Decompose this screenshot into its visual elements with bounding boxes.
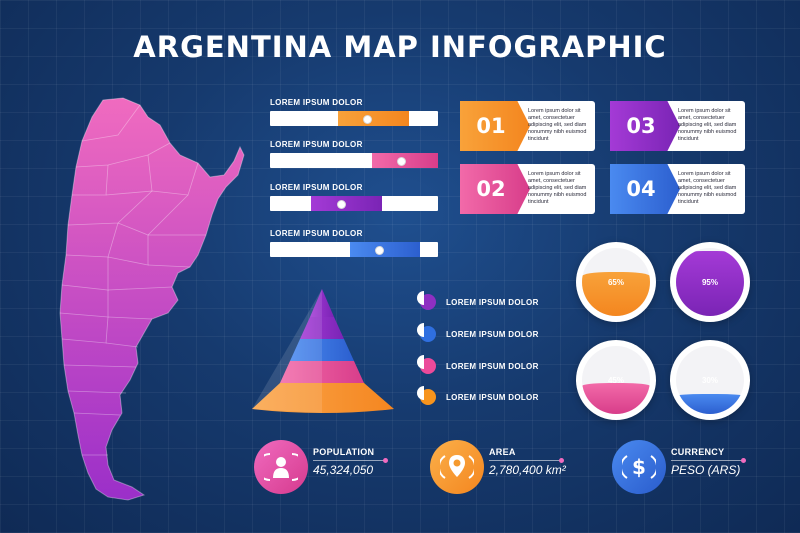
gauge-fill xyxy=(582,383,650,414)
progress-bar-fill xyxy=(338,111,409,126)
bar-label: LOREM IPSUM DOLOR xyxy=(270,98,363,107)
stat-title: POPULATION xyxy=(313,447,375,457)
svg-text:$: $ xyxy=(632,455,646,479)
stat-value: 45,324,050 xyxy=(313,463,374,477)
info-card: 02 Lorem ipsum dolor sit amet, consectet… xyxy=(460,164,595,214)
progress-bar-fill xyxy=(349,242,421,257)
bar-label: LOREM IPSUM DOLOR xyxy=(270,140,363,149)
card-text: Lorem ipsum dolor sit amet, consectetuer… xyxy=(678,108,737,142)
pyramid-legend-item: LOREM IPSUM DOLOR xyxy=(420,389,539,405)
legend-dot-icon xyxy=(420,326,436,342)
gauge-fill xyxy=(582,271,650,316)
legend-label: LOREM IPSUM DOLOR xyxy=(446,329,539,339)
percentage-gauge: 65% xyxy=(576,242,656,322)
progress-bar xyxy=(270,196,438,211)
percentage-gauge: 95% xyxy=(670,242,750,322)
bar-label: LOREM IPSUM DOLOR xyxy=(270,183,363,192)
card-number: 02 xyxy=(460,164,530,214)
stat-divider xyxy=(489,458,564,463)
stat-title: CURRENCY xyxy=(671,447,725,457)
progress-bar xyxy=(270,242,438,257)
pyramid-chart xyxy=(252,289,394,413)
info-card: 01 Lorem ipsum dolor sit amet, consectet… xyxy=(460,101,595,151)
stat-value: PESO (ARS) xyxy=(671,463,741,477)
pyramid-legend-item: LOREM IPSUM DOLOR xyxy=(420,358,539,374)
area-stat xyxy=(430,440,484,494)
pyramid-legend-item: LOREM IPSUM DOLOR xyxy=(420,294,539,310)
currency-stat: $ xyxy=(612,440,666,494)
legend-dot-icon xyxy=(420,358,436,374)
progress-knob xyxy=(336,200,346,209)
legend-dot-icon xyxy=(420,294,436,310)
gauge-label: 45% xyxy=(607,376,624,385)
person-icon xyxy=(264,453,298,481)
info-card: 04 Lorem ipsum dolor sit amet, consectet… xyxy=(610,164,745,214)
card-number: 04 xyxy=(610,164,680,214)
argentina-map xyxy=(59,97,245,501)
progress-knob xyxy=(375,246,385,255)
progress-bar xyxy=(270,111,438,126)
dollar-icon: $ xyxy=(622,455,656,479)
card-number: 03 xyxy=(610,101,680,151)
pyramid-layer-1 xyxy=(300,317,344,339)
legend-label: LOREM IPSUM DOLOR xyxy=(446,361,539,371)
card-number: 01 xyxy=(460,101,530,151)
stat-title: AREA xyxy=(489,447,516,457)
progress-bar xyxy=(270,153,438,168)
gauge-fill xyxy=(676,251,744,316)
pyramid-layer-1 xyxy=(310,289,334,317)
page-title: ARGENTINA MAP INFOGRAPHIC xyxy=(133,30,667,64)
gauge-label: 95% xyxy=(701,278,718,287)
percentage-gauge: 45% xyxy=(576,340,656,420)
pyramid-layer-2 xyxy=(290,339,354,361)
progress-knob xyxy=(397,157,407,166)
pyramid-layer-3 xyxy=(280,361,364,383)
legend-label: LOREM IPSUM DOLOR xyxy=(446,392,539,402)
card-text: Lorem ipsum dolor sit amet, consectetuer… xyxy=(678,171,737,205)
info-card: 03 Lorem ipsum dolor sit amet, consectet… xyxy=(610,101,745,151)
pyramid-legend-item: LOREM IPSUM DOLOR xyxy=(420,326,539,342)
pyramid-layer-4 xyxy=(252,383,394,413)
progress-bar-fill xyxy=(311,196,382,211)
stat-divider xyxy=(671,458,746,463)
stat-divider xyxy=(313,458,388,463)
card-text: Lorem ipsum dolor sit amet, consectetuer… xyxy=(528,108,587,142)
gauge-label: 65% xyxy=(607,278,624,287)
gauge-fill xyxy=(676,393,744,414)
stat-value: 2,780,400 km² xyxy=(489,463,566,477)
progress-knob xyxy=(363,115,373,124)
gauge-label: 30% xyxy=(701,376,718,385)
population-stat xyxy=(254,440,308,494)
bar-label: LOREM IPSUM DOLOR xyxy=(270,229,363,238)
percentage-gauge: 30% xyxy=(670,340,750,420)
legend-label: LOREM IPSUM DOLOR xyxy=(446,297,539,307)
location-pin-icon xyxy=(440,455,474,479)
card-text: Lorem ipsum dolor sit amet, consectetuer… xyxy=(528,171,587,205)
legend-dot-icon xyxy=(420,389,436,405)
